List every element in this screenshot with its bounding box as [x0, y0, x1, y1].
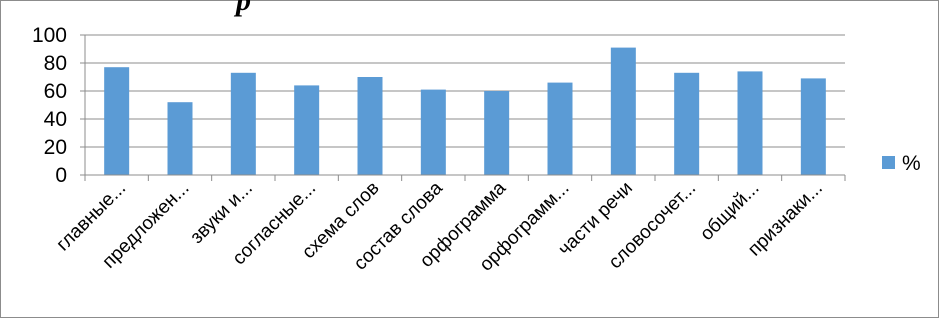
- bar: [104, 67, 130, 175]
- y-tick-label: 0: [55, 164, 67, 187]
- y-tick-label: 60: [44, 80, 67, 103]
- bar: [610, 47, 636, 175]
- y-tick-label: 20: [44, 136, 67, 159]
- header-fragment-text: р: [236, 0, 251, 17]
- bar: [737, 71, 763, 175]
- bar: [167, 102, 193, 175]
- y-tick-label: 100: [32, 24, 67, 47]
- legend-swatch: [882, 156, 895, 169]
- y-tick-label: 40: [44, 108, 67, 131]
- bar: [484, 91, 510, 175]
- bar: [420, 89, 446, 175]
- x-axis: главные...предложен...звуки и...согласны…: [53, 174, 846, 276]
- bar: [357, 77, 383, 175]
- bar: [547, 82, 573, 175]
- gridlines: [85, 34, 845, 148]
- bar: [230, 72, 256, 175]
- legend: %: [882, 152, 921, 175]
- bars-group: [104, 47, 826, 175]
- y-axis: 0 20 40 60 80 100: [32, 24, 86, 187]
- bar: [800, 78, 826, 175]
- y-tick-label: 80: [44, 52, 67, 75]
- bar: [674, 72, 700, 175]
- bar: [294, 85, 320, 175]
- legend-label: %: [902, 152, 921, 175]
